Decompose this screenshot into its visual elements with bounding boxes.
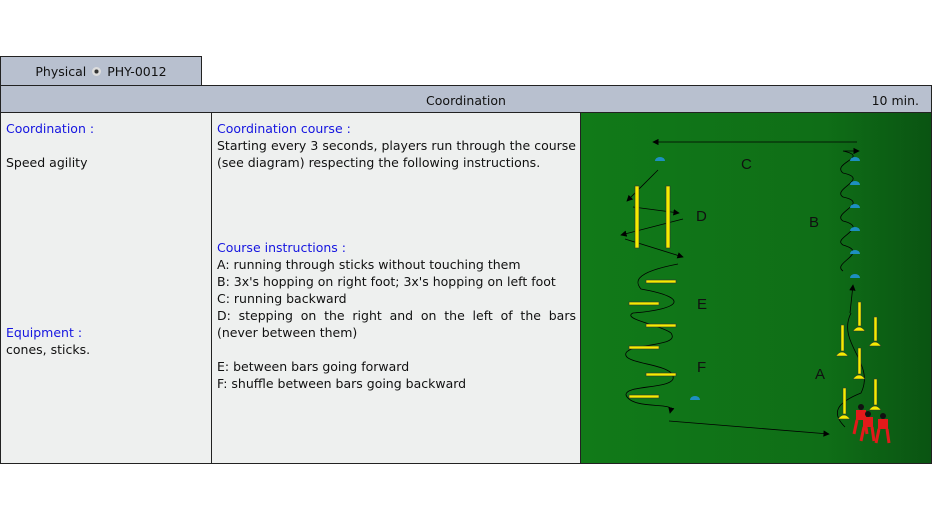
label-b: B (809, 214, 819, 231)
instructions-title: Course instructions : (217, 240, 346, 255)
cones (655, 157, 860, 400)
exercise-duration: 10 min. (871, 93, 919, 108)
bar-e (645, 323, 677, 328)
path-ef (625, 263, 679, 414)
cone (850, 204, 860, 208)
equipment-value: cones, sticks. (6, 342, 91, 357)
bar-e (628, 301, 660, 306)
arrow-bottom (668, 420, 830, 437)
path-ab (836, 151, 864, 428)
instruction-a: A: running through sticks without touchi… (217, 257, 521, 272)
instruction-b: B: 3x's hopping on right foot; 3x's hopp… (217, 274, 556, 289)
instruction-d: D: stepping on the right and on the left… (217, 308, 576, 340)
arrow-a (849, 284, 856, 314)
cone (850, 157, 860, 161)
category-tab[interactable]: Physical PHY-0012 (0, 56, 202, 86)
label-d: D (696, 208, 707, 225)
instruction-e: E: between bars going forward (217, 359, 410, 374)
objectives-column: Coordination : Speed agility Equipment :… (1, 113, 212, 463)
bar-f (628, 345, 660, 350)
bar-f (628, 394, 660, 399)
cone (850, 274, 860, 278)
category-label: Physical (35, 64, 87, 79)
label-c: C (741, 156, 752, 173)
bar-f (645, 372, 677, 377)
label-f: F (697, 359, 706, 376)
objective-label: Coordination : (6, 121, 95, 136)
player-icon (874, 413, 891, 444)
cone (690, 396, 700, 400)
ball-icon (92, 67, 102, 76)
cone (655, 157, 665, 161)
arrow-d3 (624, 238, 684, 259)
station-labels: C D B E F A (696, 156, 825, 383)
course-title: Coordination course : (217, 121, 351, 136)
arrow-d1 (632, 206, 680, 216)
arrow-d2 (620, 218, 684, 237)
movement-arrows (620, 138, 864, 437)
poles (835, 301, 882, 420)
instruction-spacer (217, 341, 576, 358)
player-icon (859, 411, 876, 442)
instructions-list: A: running through sticks without touchi… (217, 256, 576, 392)
label-a: A (815, 366, 825, 383)
exercise-title: Coordination (426, 93, 506, 108)
objective-value: Speed agility (6, 155, 88, 170)
instruction-f: F: shuffle between bars going backward (217, 376, 467, 391)
equipment-label: Equipment : (6, 325, 83, 340)
bar-e (645, 279, 677, 284)
cone (850, 181, 860, 185)
exercise-content: Coordination : Speed agility Equipment :… (0, 112, 932, 464)
stick-d (634, 185, 640, 249)
label-e: E (697, 296, 707, 313)
diagram-svg: C D B E F A (620, 138, 891, 444)
cone (850, 250, 860, 254)
instruction-c: C: running backward (217, 291, 347, 306)
course-text: Starting every 3 seconds, players run th… (217, 138, 576, 170)
arrow-to-d (626, 169, 659, 202)
stick-d (665, 185, 671, 249)
cone (850, 227, 860, 231)
players (852, 404, 891, 444)
drill-diagram: C D B E F A (581, 113, 931, 463)
exercise-header: Coordination 10 min. (0, 85, 932, 114)
exercise-code: PHY-0012 (107, 64, 167, 79)
description-column: Coordination course : Starting every 3 s… (212, 113, 581, 463)
bars (628, 185, 677, 399)
